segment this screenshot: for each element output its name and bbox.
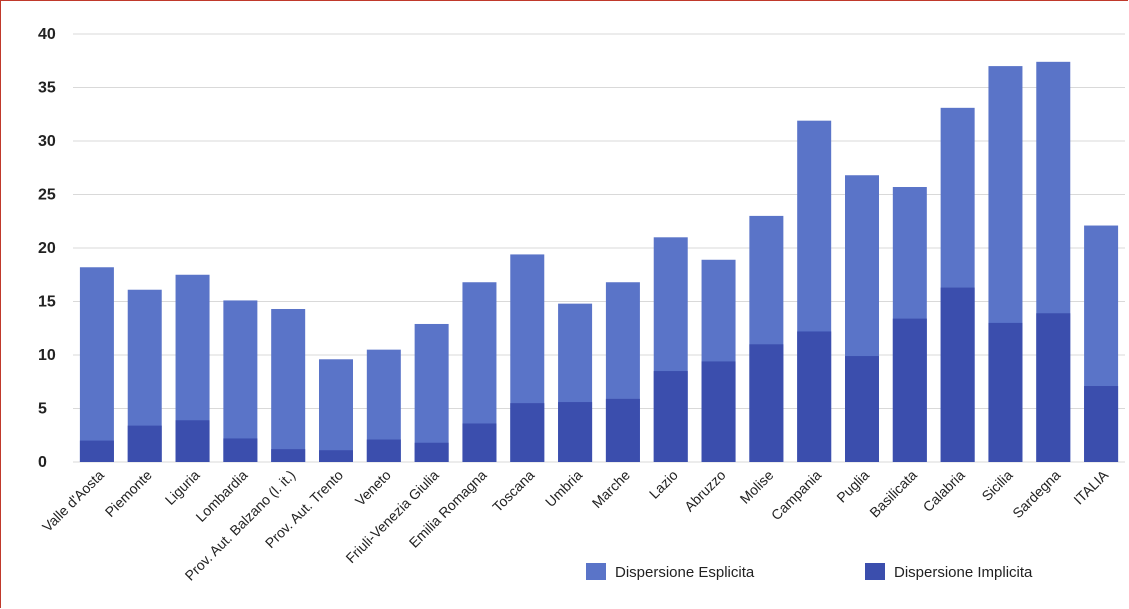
- bar-implicita: [940, 287, 975, 462]
- x-tick-label: Umbria: [542, 467, 585, 510]
- x-tick-label: Sardegna: [1009, 467, 1063, 521]
- bar-esplicita: [319, 359, 353, 462]
- bar-implicita: [271, 449, 306, 462]
- x-tick-label: Puglia: [833, 467, 872, 506]
- x-tick-label: Molise: [737, 467, 777, 507]
- bar-implicita: [845, 356, 879, 462]
- bar-implicita: [653, 371, 688, 462]
- y-tick-label: 0: [38, 454, 47, 471]
- bar-implicita: [510, 403, 545, 462]
- bar-esplicita: [223, 300, 258, 462]
- legend-label-implicita: Dispersione Implicita: [894, 564, 1033, 581]
- bar-implicita: [319, 450, 353, 462]
- y-tick-label: 40: [38, 26, 56, 43]
- y-tick-label: 15: [38, 294, 56, 311]
- bar-esplicita: [414, 323, 449, 462]
- bar-implicita: [988, 322, 1023, 462]
- x-tick-label: Friuli-Venezia Giulia: [342, 467, 441, 566]
- legend-swatch-esplicita: [586, 563, 606, 580]
- bar-implicita: [223, 438, 258, 462]
- y-tick-label: 35: [38, 80, 56, 97]
- x-tick-label: Abruzzo: [681, 467, 729, 515]
- x-tick-label: Liguria: [162, 467, 203, 508]
- y-tick-label: 5: [38, 401, 47, 418]
- x-tick-label: Marche: [589, 467, 633, 511]
- bar-implicita: [175, 420, 210, 462]
- legend-swatch-implicita: [865, 563, 885, 580]
- bar-implicita: [462, 423, 497, 462]
- x-tick-label: Campania: [768, 467, 825, 524]
- legend-label-esplicita: Dispersione Esplicita: [615, 564, 755, 581]
- x-tick-label: Lazio: [646, 467, 681, 502]
- x-tick-label: Valle d'Aosta: [39, 467, 107, 535]
- bar-implicita: [797, 331, 832, 462]
- bar-implicita: [1084, 386, 1119, 462]
- x-tick-label: Toscana: [489, 467, 537, 515]
- x-tick-label: Piemonte: [102, 467, 155, 520]
- bar-implicita: [558, 402, 593, 462]
- x-tick-label: ITALIA: [1070, 466, 1111, 507]
- x-tick-label: Veneto: [352, 467, 394, 509]
- x-tick-label: Basilicata: [866, 467, 920, 521]
- bar-implicita: [366, 439, 401, 462]
- bar-esplicita: [79, 267, 114, 462]
- x-tick-label: Calabria: [920, 467, 968, 515]
- bar-implicita: [749, 344, 784, 462]
- bar-implicita: [79, 440, 114, 462]
- bar-implicita: [1036, 313, 1071, 462]
- y-tick-label: 25: [38, 187, 56, 204]
- y-tick-label: 20: [38, 240, 56, 257]
- bar-implicita: [127, 425, 162, 462]
- y-tick-label: 30: [38, 133, 56, 150]
- bar-implicita: [701, 361, 736, 462]
- bar-implicita: [892, 318, 927, 462]
- x-tick-label: Sicilia: [978, 467, 1015, 504]
- bar-implicita: [414, 442, 449, 462]
- bar-implicita: [605, 398, 640, 462]
- bar-esplicita: [271, 308, 306, 462]
- y-tick-label: 10: [38, 347, 56, 364]
